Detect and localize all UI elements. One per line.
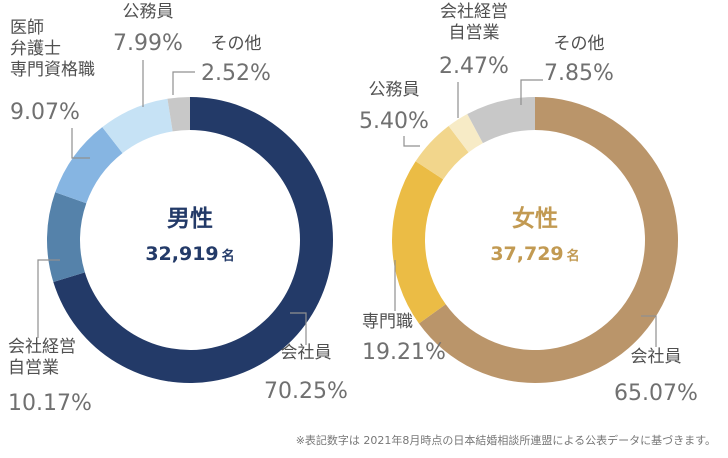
slice-value-0-4: 2.52%	[201, 61, 271, 86]
center-count-1: 37,729 名	[490, 243, 579, 265]
slice-value-1-2: 5.40%	[359, 109, 429, 134]
donut-slice-0-3	[102, 98, 173, 154]
slice-label-1-3: 会社経営自営業	[440, 2, 508, 43]
slice-value-1-1: 19.21%	[362, 340, 446, 365]
center-title-1: 女性	[512, 205, 558, 232]
slice-label-0-3: 公務員	[123, 2, 174, 22]
slice-label-0-4: その他	[211, 34, 262, 54]
donut-slice-1-4	[467, 97, 535, 144]
slice-label-0-0: 会社員	[281, 343, 332, 363]
leader-line-0-1	[37, 259, 60, 338]
leader-line-0-0	[290, 312, 307, 345]
slice-value-0-0: 70.25%	[264, 379, 348, 404]
donut-chart-1: 会社員 65.07% 専門職 19.21% 公務員 5.40% 会社経営自営業 2.47% その…	[359, 2, 698, 406]
slice-label-1-4: その他	[554, 34, 605, 54]
slice-value-0-1: 10.17%	[8, 391, 92, 416]
slice-label-0-1: 会社経営自営業	[8, 337, 76, 378]
donut-slice-0-4	[167, 97, 190, 132]
donut-slice-0-1	[46, 192, 87, 283]
slice-label-1-2: 公務員	[369, 80, 420, 100]
leader-line-0-2	[71, 128, 90, 159]
slice-label-1-0: 会社員	[631, 347, 682, 367]
slice-label-0-2: 医師弁護士専門資格職	[10, 18, 95, 80]
slice-value-1-3: 2.47%	[439, 54, 509, 79]
slice-value-0-2: 9.07%	[10, 100, 80, 125]
donut-slice-0-2	[55, 127, 123, 204]
footnote: ※表記数字は 2021年8月時点の日本結婚相談所連盟による公表データに基づきます…	[295, 434, 716, 447]
leader-line-1-0	[641, 315, 657, 347]
donut-slice-1-1	[392, 161, 446, 324]
donut-chart-0: 会社員 70.25% 会社経営自営業 10.17% 医師弁護士専門資格職 9.07% 公務員…	[8, 2, 348, 416]
donut-slice-1-3	[448, 114, 483, 153]
center-title-0: 男性	[167, 206, 213, 232]
slice-value-0-3: 7.99%	[113, 31, 183, 56]
slice-label-1-1: 専門職	[362, 312, 413, 332]
leader-line-1-4	[520, 79, 543, 105]
center-count-0: 32,919 名	[145, 243, 234, 265]
slice-value-1-4: 7.85%	[544, 61, 614, 86]
donut-slice-1-2	[415, 126, 469, 180]
slice-value-1-0: 65.07%	[614, 381, 698, 406]
leader-line-1-2	[403, 136, 420, 147]
leader-line-0-4	[172, 71, 195, 95]
